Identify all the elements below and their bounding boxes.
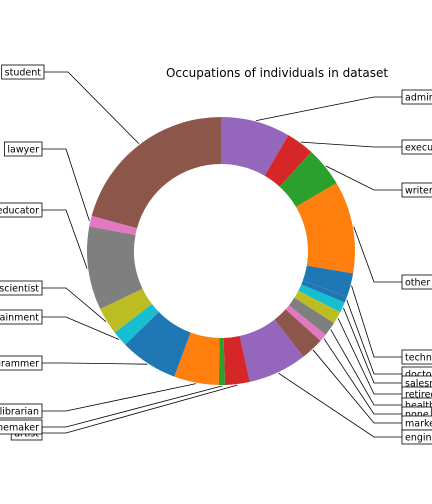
label-box-programmer (0, 355, 43, 371)
slice-label-student: student (5, 68, 42, 79)
chart-title: Occupations of individuals in dataset (166, 66, 388, 80)
slice-engineer (239, 319, 304, 382)
label-box-librarian (0, 403, 43, 419)
leader-line-healthcare (330, 329, 402, 406)
label-box-other (401, 274, 432, 290)
leader-line-technician (351, 285, 402, 358)
slice-label-administrator: administrator (405, 93, 432, 104)
leader-line-homemaker (42, 385, 223, 428)
leader-line-retired (337, 318, 402, 395)
label-box-entertainment (0, 309, 43, 325)
label-box-scientist (0, 280, 43, 296)
slice-labels: administrator executive writer other technic… (0, 64, 432, 445)
slice-label-none: none (405, 410, 429, 421)
slice-label-doctor: doctor (405, 370, 432, 381)
slice-librarian (174, 332, 220, 385)
slice-label-homemaker: homemaker (0, 423, 39, 434)
leader-line-executive (300, 141, 402, 148)
leader-line-doctor (346, 299, 402, 375)
slice-label-programmer: programmer (0, 359, 39, 370)
slice-writer (279, 152, 337, 207)
label-box-engineer (401, 429, 432, 445)
label-box-administrator (401, 89, 432, 105)
slice-label-marketing: marketing (405, 419, 432, 430)
donut-slices (87, 117, 355, 385)
leader-line-salesman (343, 307, 402, 384)
label-box-homemaker (0, 419, 43, 435)
leader-line-marketing (312, 349, 402, 424)
label-box-educator (0, 202, 43, 218)
slice-other (296, 183, 355, 274)
leader-line-writer (325, 165, 402, 191)
label-box-writer (401, 182, 432, 198)
leader-line-entertainment (42, 316, 120, 340)
label-box-technician (401, 349, 432, 365)
slice-label-educator: educator (0, 206, 39, 217)
slice-programmer (125, 311, 191, 377)
leader-line-other (353, 226, 402, 283)
leader-line-lawyer (42, 148, 90, 222)
slice-technician (302, 265, 354, 297)
slice-retired (294, 290, 341, 324)
slice-label-salesman: salesman (405, 379, 432, 390)
slice-scientist (100, 288, 152, 333)
slice-marketing (274, 309, 321, 357)
slice-executive (264, 135, 312, 187)
slice-label-librarian: librarian (0, 407, 39, 418)
leader-line-educator (42, 209, 88, 269)
slice-label-engineer: engineer (405, 433, 432, 444)
slice-healthcare (288, 297, 334, 335)
slice-label-technician: technician (405, 353, 432, 364)
slice-label-other: other (405, 278, 430, 289)
slice-salesman (298, 284, 345, 313)
slice-lawyer (89, 215, 138, 236)
slice-label-writer: writer (405, 186, 432, 197)
leader-line-engineer (278, 372, 402, 438)
slice-label-retired: retired (405, 390, 432, 401)
leader-line-scientist (42, 287, 107, 323)
slice-label-lawyer: lawyer (7, 145, 39, 156)
slice-label-scientist: scientist (0, 284, 39, 295)
label-box-student (1, 64, 45, 80)
slice-label-healthcare: healthcare (405, 401, 432, 412)
slice-label-executive: executive (405, 143, 432, 154)
leader-line-administrator (256, 96, 402, 122)
label-box-executive (401, 139, 432, 155)
label-box-lawyer (3, 141, 43, 157)
slice-student (91, 117, 221, 229)
leader-line-programmer (42, 362, 148, 365)
slice-doctor (301, 280, 347, 303)
slice-artist (223, 335, 250, 385)
leader-line-none (323, 338, 402, 415)
leader-line-student (44, 71, 140, 145)
leader-line-artist (42, 384, 238, 434)
slice-entertainment (114, 303, 159, 345)
slice-none (285, 305, 326, 341)
slice-administrator (221, 117, 289, 176)
slice-label-entertainment: entertainment (0, 313, 39, 324)
slice-homemaker (218, 337, 226, 385)
slice-educator (87, 226, 143, 310)
leader-line-librarian (42, 383, 197, 412)
